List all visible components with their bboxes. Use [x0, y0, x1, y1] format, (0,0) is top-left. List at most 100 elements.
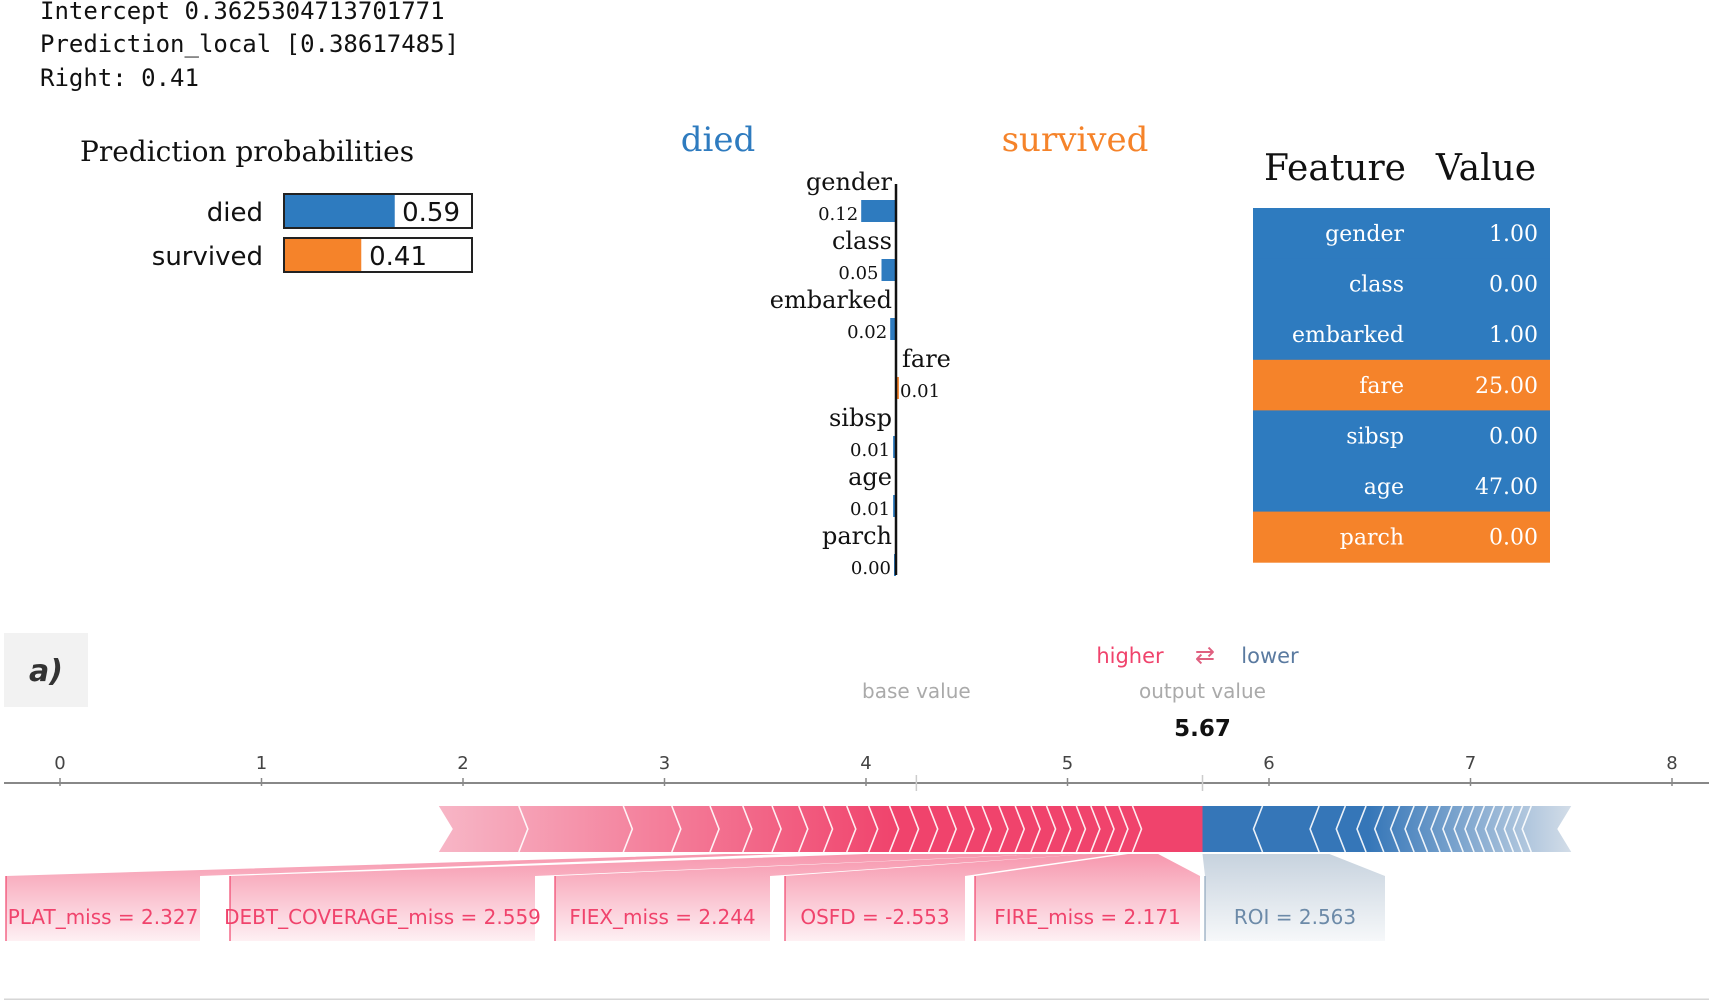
- table-row-fare: [1253, 359, 1550, 411]
- prob-label-died: died: [207, 198, 263, 228]
- force-chevron-positive: [908, 805, 920, 853]
- force-chevron-negative: [1252, 805, 1264, 853]
- force-chevron-positive: [946, 805, 957, 853]
- panel-label: a): [29, 654, 63, 689]
- class-label-survived: survived: [1002, 120, 1149, 160]
- feature-value-table: Feature Value gender 1.00 class 0.00 embarke…: [1253, 148, 1550, 563]
- force-tick-label-6: 6: [1263, 753, 1274, 774]
- force-chevron-negative: [1309, 805, 1320, 853]
- force-chevron-negative: [1521, 805, 1532, 853]
- force-chevron-positive: [1118, 805, 1129, 853]
- force-tick-label-7: 7: [1465, 753, 1476, 774]
- lime-feature-sibsp: sibsp: [829, 404, 892, 432]
- lime-feature-fare: fare: [902, 345, 951, 373]
- table-cell-feature-fare: fare: [1359, 374, 1404, 399]
- force-tick-label-3: 3: [659, 753, 670, 774]
- prediction-probabilities-title: Prediction probabilities: [80, 135, 414, 168]
- force-feature-label-5: ROI = 2.563: [1234, 905, 1356, 929]
- console-line-intercept: Intercept 0.3625304713701771: [40, 0, 445, 25]
- table-row-embarked: [1253, 309, 1550, 361]
- force-feature-label-1: DEBT_COVERAGE_miss = 2.559: [224, 905, 541, 929]
- output-value: 5.67: [1174, 716, 1231, 742]
- force-chevron-positive: [1014, 805, 1026, 853]
- prob-bar-died: [285, 195, 395, 227]
- force-chevron-positive: [822, 805, 834, 853]
- table-cell-value-gender: 1.00: [1489, 222, 1538, 247]
- table-cell-feature-gender: gender: [1325, 222, 1404, 247]
- force-chevron-positive: [1090, 805, 1101, 853]
- table-cell-value-fare: 25.00: [1475, 374, 1538, 399]
- force-chevron-positive: [771, 805, 782, 853]
- force-feature-links: [5, 854, 1385, 941]
- force-chevron-positive: [846, 805, 857, 853]
- force-chevron-negative: [1356, 805, 1367, 853]
- force-chevron-positive: [622, 805, 634, 853]
- force-bars: [438, 805, 1572, 853]
- lime-bar-fare: [896, 377, 899, 399]
- force-tick-label-4: 4: [860, 753, 871, 774]
- force-link-2: [555, 854, 1088, 941]
- force-link-5: [1202, 854, 1385, 941]
- force-chevron-positive: [671, 805, 682, 853]
- force-chevron-positive: [981, 805, 993, 853]
- force-link-0: [6, 854, 786, 941]
- panel-label-box: [4, 633, 88, 707]
- table-cell-value-class: 0.00: [1489, 273, 1538, 298]
- table-rows: gender 1.00 class 0.00 embarked 1.00 fare 25.00…: [1253, 208, 1550, 563]
- console-line-right: Right: 0.41: [40, 64, 199, 92]
- force-chevron-positive: [1045, 805, 1057, 853]
- lime-feature-embarked: embarked: [770, 286, 892, 314]
- lime-bar-sibsp: [893, 436, 896, 458]
- force-axis: 0 1 2 3 4 5 6 7 8: [4, 753, 1709, 791]
- force-chevron-negative: [1335, 805, 1347, 853]
- force-feature-label-0: PLAT_miss = 2.327: [8, 905, 199, 929]
- table-cell-value-parch: 0.00: [1489, 526, 1538, 551]
- force-chevron-positive: [1131, 805, 1143, 853]
- lime-feature-class: class: [832, 227, 892, 255]
- table-row-parch: [1253, 511, 1550, 563]
- console-line-prediction-local: Prediction_local [0.38617485]: [40, 30, 459, 58]
- table-cell-feature-embarked: embarked: [1292, 323, 1404, 348]
- legend-arrows-icon: ⇄: [1195, 641, 1215, 669]
- force-tick-label-2: 2: [457, 753, 468, 774]
- force-chevron-positive: [518, 805, 529, 853]
- force-tick-label-1: 1: [256, 753, 267, 774]
- force-chevron-negative: [1373, 805, 1385, 853]
- force-tick-label-0: 0: [54, 753, 65, 774]
- lime-value-sibsp: 0.01: [850, 440, 890, 461]
- prob-value-survived: 0.41: [369, 242, 427, 272]
- lime-value-gender: 0.12: [818, 204, 858, 225]
- force-chevron-positive: [867, 805, 879, 853]
- legend-higher: higher: [1096, 644, 1164, 668]
- force-link-1: [230, 854, 1048, 941]
- table-row-class: [1253, 258, 1550, 310]
- lime-feature-age: age: [848, 463, 892, 491]
- lime-value-fare: 0.01: [900, 381, 940, 402]
- table-cell-feature-age: age: [1364, 475, 1404, 500]
- lime-value-class: 0.05: [838, 263, 878, 284]
- lime-bar-gender: [861, 200, 896, 222]
- table-cell-value-age: 47.00: [1475, 475, 1538, 500]
- prediction-probabilities-panel: Prediction probabilities died 0.59 survi…: [80, 135, 473, 273]
- table-cell-value-embarked: 1.00: [1489, 323, 1538, 348]
- force-chevron-negative: [1503, 805, 1515, 853]
- table-header-feature: Feature: [1264, 148, 1406, 189]
- force-chevron-positive: [798, 805, 809, 853]
- force-chevron-negative: [1464, 805, 1475, 853]
- prob-label-survived: survived: [152, 242, 263, 272]
- force-link-4: [975, 854, 1200, 941]
- force-chevron-negative: [1474, 805, 1486, 853]
- table-cell-feature-parch: parch: [1340, 526, 1404, 551]
- lime-feature-parch: parch: [822, 522, 892, 550]
- force-chevron-positive: [998, 805, 1009, 853]
- force-bar-positive: [438, 806, 1203, 852]
- force-chevron-negative: [1404, 805, 1415, 853]
- force-chevron-positive: [1104, 805, 1115, 853]
- lime-feature-gender: gender: [806, 168, 893, 196]
- force-chevron-positive: [709, 805, 720, 853]
- force-chevron-positive: [1075, 805, 1087, 853]
- lime-bar-class: [881, 259, 896, 281]
- table-row-sibsp: [1253, 410, 1550, 462]
